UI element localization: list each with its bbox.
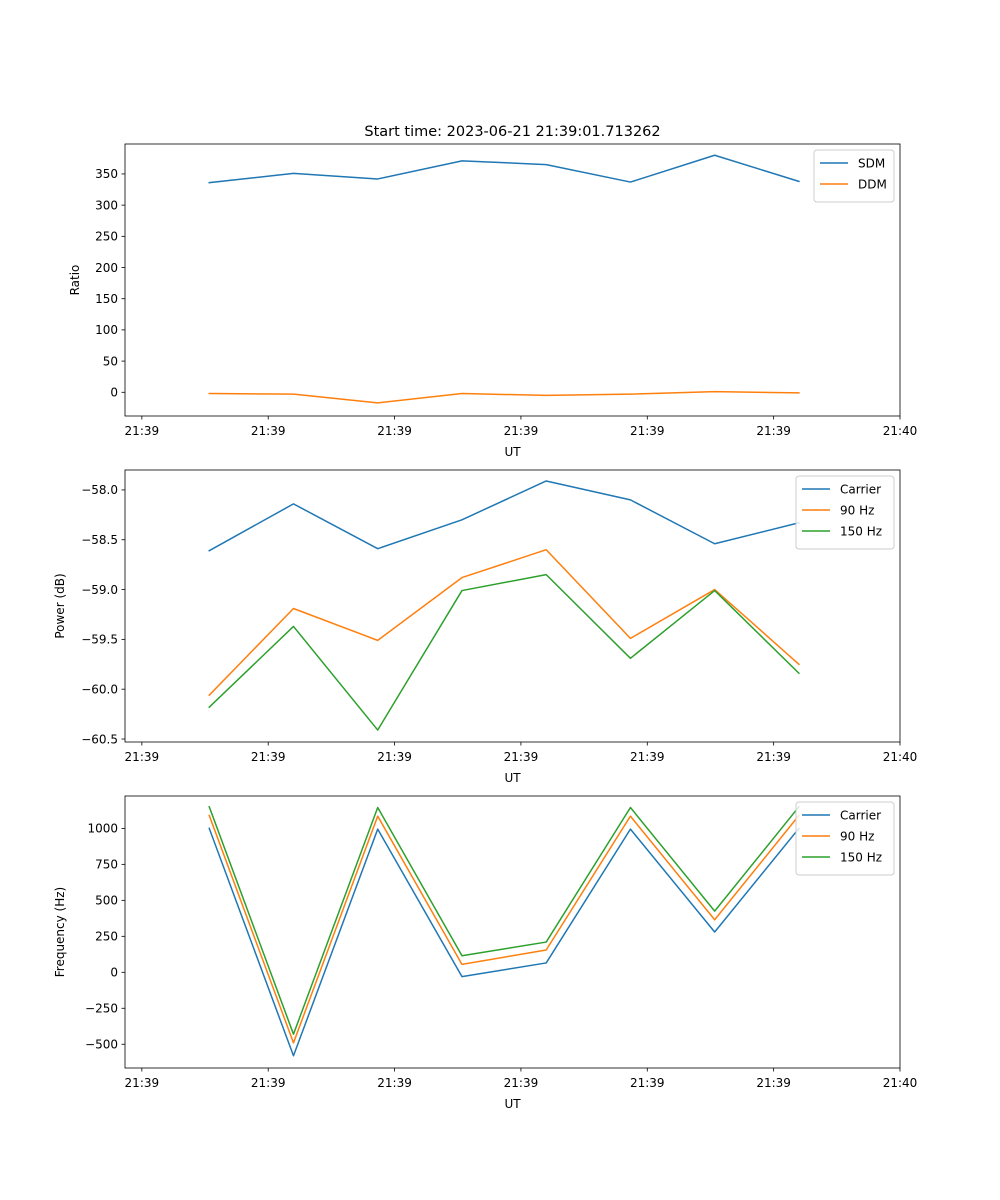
chart-1: 21:39 21:39 21:39 21:39 21:39 21:39 21:40 0 50 10…: [68, 143, 918, 459]
series-line-90-hz: [208, 548, 800, 697]
y-tick-label: 250: [95, 230, 118, 244]
y-axis-label: Power (dB): [53, 573, 67, 638]
legend: Carrier 90 Hz 150 Hz: [795, 801, 895, 876]
x-tick-label: 21:39: [756, 424, 791, 438]
y-tick-label: −58.0: [81, 483, 118, 497]
y-axis-label: Ratio: [68, 265, 82, 296]
series-line-150-hz: [208, 805, 800, 1035]
y-tick-label: −60.0: [81, 682, 118, 696]
x-tick-label: 21:39: [504, 1076, 539, 1090]
x-tick-label: 21:39: [756, 1076, 791, 1090]
y-tick-label: 350: [95, 167, 118, 181]
x-tick-label: 21:39: [630, 1076, 665, 1090]
y-tick-label: 200: [95, 261, 118, 275]
x-axis-label: UT: [504, 1097, 521, 1111]
x-tick-label: 21:39: [630, 750, 665, 764]
x-tick-label: 21:39: [504, 424, 539, 438]
x-tick-label: 21:39: [251, 750, 286, 764]
x-tick-label: 21:39: [377, 1076, 412, 1090]
legend-label: 90 Hz: [840, 830, 874, 844]
legend-label: Carrier: [840, 809, 881, 823]
x-tick-label: 21:39: [125, 1076, 160, 1090]
y-tick-label: 500: [95, 894, 118, 908]
y-tick-label: −58.5: [81, 533, 118, 547]
x-tick-label: 21:39: [251, 1076, 286, 1090]
legend-label: 150 Hz: [840, 525, 882, 539]
x-tick-label: 21:40: [883, 1076, 918, 1090]
y-tick-label: 100: [95, 323, 118, 337]
plot-frame: [124, 469, 901, 743]
x-tick-label: 21:40: [883, 750, 918, 764]
y-axis-label: Frequency (Hz): [53, 887, 67, 978]
y-tick-label: −60.5: [81, 732, 118, 746]
x-tick-label: 21:39: [125, 750, 160, 764]
series-line-ddm: [208, 390, 800, 404]
x-axis-label: UT: [504, 445, 521, 459]
chart-3: 21:39 21:39 21:39 21:39 21:39 21:39 21:40 −500 −…: [53, 795, 918, 1111]
y-tick-label: −250: [85, 1002, 118, 1016]
series-line-sdm: [208, 154, 800, 184]
y-tick-label: 50: [103, 354, 118, 368]
legend-label: Carrier: [840, 483, 881, 497]
x-tick-label: 21:39: [377, 750, 412, 764]
y-tick-label: 300: [95, 198, 118, 212]
chart-2: 21:39 21:39 21:39 21:39 21:39 21:39 21:40 −60.5…: [53, 469, 918, 785]
plot-frame: [124, 795, 901, 1069]
legend-label: 90 Hz: [840, 504, 874, 518]
legend: Carrier 90 Hz 150 Hz: [795, 475, 895, 550]
y-tick-label: −59.0: [81, 583, 118, 597]
series-line-90-hz: [208, 814, 800, 1044]
x-tick-label: 21:40: [883, 424, 918, 438]
y-tick-label: −59.5: [81, 633, 118, 647]
y-tick-label: 250: [95, 930, 118, 944]
legend-label: DDM: [858, 178, 887, 192]
x-tick-label: 21:39: [125, 424, 160, 438]
figure-title: Start time: 2023-06-21 21:39:01.713262: [364, 124, 660, 140]
y-tick-label: 1000: [87, 822, 118, 836]
y-tick-label: 750: [95, 858, 118, 872]
legend-label: SDM: [858, 157, 885, 171]
x-tick-label: 21:39: [251, 424, 286, 438]
legend-label: 150 Hz: [840, 851, 882, 865]
y-tick-label: 150: [95, 292, 118, 306]
series-line-150-hz: [208, 573, 800, 731]
x-tick-label: 21:39: [756, 750, 791, 764]
series-line-carrier: [208, 480, 800, 552]
y-tick-label: 0: [110, 386, 118, 400]
y-tick-label: 0: [110, 966, 118, 980]
x-tick-label: 21:39: [377, 424, 412, 438]
x-tick-label: 21:39: [630, 424, 665, 438]
series-line-carrier: [208, 827, 800, 1057]
y-tick-label: −500: [85, 1038, 118, 1052]
x-tick-label: 21:39: [504, 750, 539, 764]
x-axis-label: UT: [504, 771, 521, 785]
legend: SDM DDM: [813, 149, 895, 203]
plot-frame: [124, 143, 901, 417]
